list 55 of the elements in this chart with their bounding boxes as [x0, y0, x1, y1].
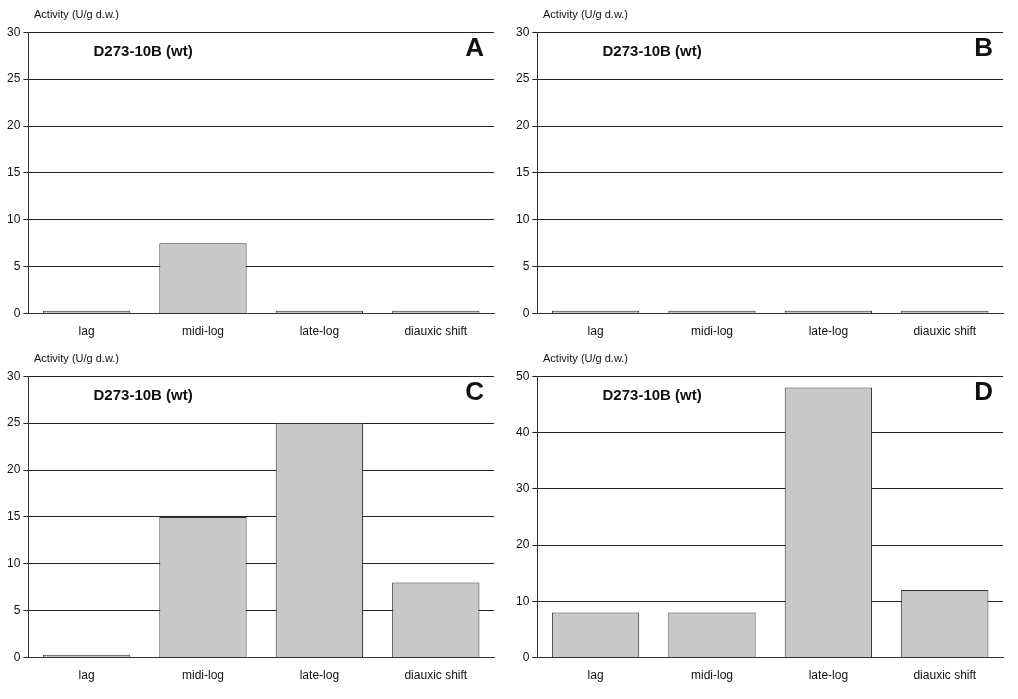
x-tick-label: late-log [299, 668, 340, 683]
x-tick-label: lag [587, 668, 604, 683]
y-tick-label: 50 [515, 368, 530, 383]
y-tick-label: 15 [6, 509, 21, 524]
y-tick-label: 30 [515, 481, 530, 496]
annotation: D [974, 376, 993, 407]
y-tick-label: 20 [6, 118, 21, 133]
annotation: D273-10B (wt) [93, 385, 193, 403]
annotation: D273-10B (wt) [93, 41, 193, 59]
x-tick-label: midi-log [181, 668, 224, 683]
y-tick-label: 40 [515, 424, 530, 439]
x-tick-label: diauxic shift [913, 668, 977, 683]
y-tick-label: 25 [515, 71, 530, 86]
x-tick-label: midi-log [690, 668, 733, 683]
y-tick-label: 10 [6, 556, 21, 571]
y-tick-label: 30 [515, 24, 530, 39]
x-tick-label: lag [587, 324, 604, 339]
y-tick-label: 10 [515, 593, 530, 608]
y-tick-label: 5 [13, 259, 21, 274]
y-tick-label: 10 [515, 212, 530, 227]
annotation: D273-10B (wt) [602, 41, 702, 59]
y-tick-label: 5 [522, 259, 530, 274]
x-tick-label: midi-log [690, 324, 733, 339]
annotation: B [974, 32, 993, 63]
x-tick-label: late-log [808, 324, 849, 339]
y-tick-label: 0 [522, 305, 530, 320]
x-tick-label: late-log [808, 668, 849, 683]
annotation: C [465, 376, 485, 407]
y-tick-label: 20 [6, 462, 21, 477]
annotation: D273-10B (wt) [602, 385, 702, 403]
y-axis-title: Activity (U/g d.w.) [34, 352, 119, 364]
y-tick-label: 0 [522, 649, 530, 664]
y-tick-label: 15 [515, 165, 530, 180]
y-tick-label: 25 [6, 71, 21, 86]
y-tick-label: 0 [13, 649, 21, 664]
y-axis-title: Activity (U/g d.w.) [543, 352, 628, 364]
y-tick-label: 20 [515, 537, 530, 552]
x-tick-label: lag [78, 324, 95, 339]
x-tick-label: midi-log [181, 324, 224, 339]
y-tick-label: 30 [6, 368, 21, 383]
y-axis-title: Activity (U/g d.w.) [543, 8, 628, 20]
y-tick-label: 10 [6, 212, 21, 227]
x-tick-label: diauxic shift [404, 668, 468, 683]
y-tick-label: 25 [6, 415, 21, 430]
x-tick-label: lag [78, 668, 95, 683]
x-tick-label: diauxic shift [913, 324, 977, 339]
x-tick-label: late-log [299, 324, 340, 339]
y-axis-title: Activity (U/g d.w.) [34, 8, 119, 20]
y-tick-label: 15 [6, 165, 21, 180]
y-tick-label: 30 [6, 24, 21, 39]
y-tick-label: 5 [13, 603, 21, 618]
y-tick-label: 20 [515, 118, 530, 133]
annotation: A [465, 32, 485, 63]
y-tick-label: 0 [13, 305, 21, 320]
x-tick-label: diauxic shift [404, 324, 468, 339]
